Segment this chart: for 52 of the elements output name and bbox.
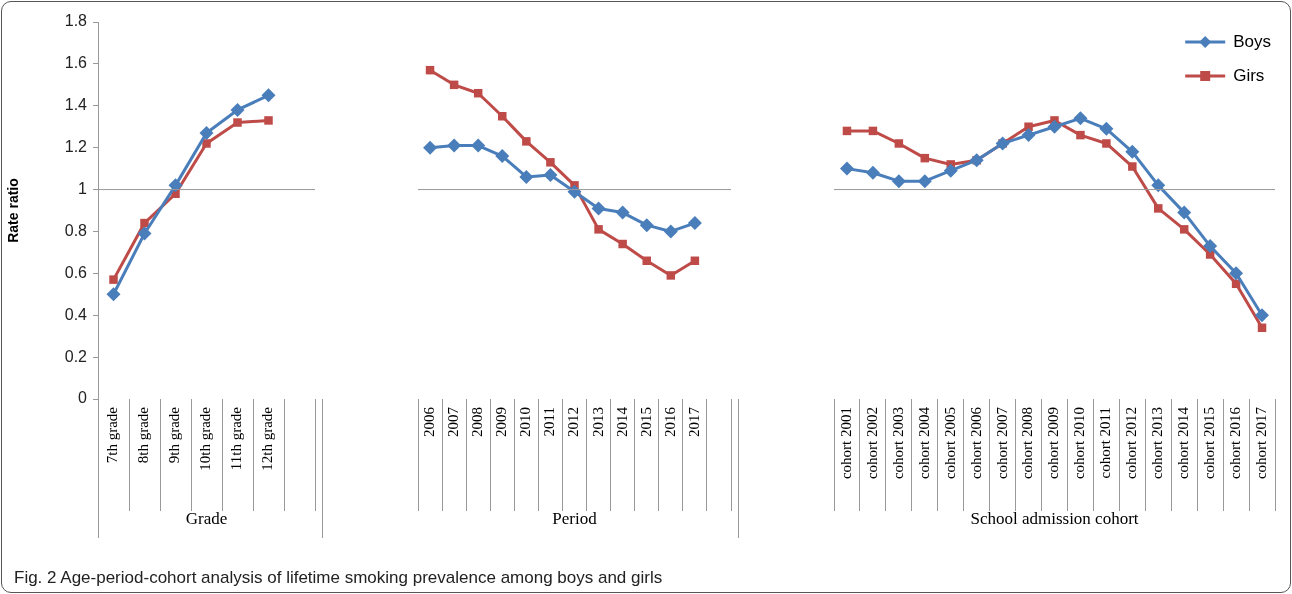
caption: Fig. 2 Age-period-cohort analysis of lifetime smoking prevalence among boys and girls (14, 568, 663, 588)
x-axis-title: Period (552, 509, 598, 529)
x-tick-label: 11th grade (228, 406, 245, 471)
x-tick-label: 7th grade (104, 406, 121, 464)
x-tick-label: 2012 (565, 407, 582, 437)
x-tick-label: 10th grade (197, 406, 214, 471)
y-tick-label: 1.2 (64, 138, 88, 156)
x-tick-label: cohort 2014 (1175, 406, 1192, 480)
x-tick-label: cohort 2006 (967, 406, 984, 480)
y-axis-title: Rate ratio (5, 178, 22, 243)
x-tick-label: cohort 2013 (1149, 407, 1166, 480)
x-tick-label: cohort 2005 (941, 407, 958, 480)
x-tick-label: cohort 2008 (1019, 407, 1036, 480)
x-tick-label: 2015 (637, 407, 654, 437)
x-tick-label: cohort 2017 (1252, 406, 1269, 480)
x-tick-label: cohort 2015 (1201, 407, 1218, 480)
y-tick-label: 1 (78, 179, 88, 197)
y-tick-label: 0.6 (64, 263, 88, 281)
x-tick-label: 2009 (493, 407, 510, 437)
y-tick-label: 0.8 (64, 221, 88, 239)
y-tick-label: 0.4 (64, 305, 88, 323)
x-tick-label: 2010 (517, 407, 534, 437)
x-tick-label: cohort 2001 (837, 407, 854, 480)
x-tick-label: 2017 (685, 406, 702, 437)
y-tick-label: 0.2 (64, 347, 88, 365)
x-axis-title: Grade (185, 509, 228, 529)
x-tick-label: 2013 (589, 407, 606, 437)
y-tick-label: 0 (78, 389, 88, 407)
legend-label: Girs (1233, 65, 1265, 85)
x-tick-label: 2006 (420, 406, 437, 437)
x-tick-label: cohort 2010 (1071, 407, 1088, 480)
x-tick-label: cohort 2003 (889, 407, 906, 480)
x-tick-label: cohort 2011 (1097, 407, 1114, 479)
legend-label: Boys (1233, 31, 1271, 51)
y-tick-label: 1.6 (64, 54, 88, 72)
x-axis-title: School admission cohort (970, 509, 1139, 529)
y-tick-label: 1.8 (64, 12, 88, 30)
x-tick-label: 2007 (445, 406, 462, 437)
x-tick-label: 2011 (541, 407, 558, 437)
x-tick-label: cohort 2004 (915, 406, 932, 480)
x-tick-label: cohort 2012 (1123, 407, 1140, 480)
x-tick-label: cohort 2009 (1045, 407, 1062, 480)
x-tick-label: 2016 (661, 406, 678, 437)
y-tick-label: 1.4 (64, 96, 88, 114)
x-tick-label: 12th grade (259, 406, 276, 471)
x-tick-label: 9th grade (166, 406, 183, 464)
x-tick-label: 2014 (613, 406, 630, 437)
x-tick-label: cohort 2002 (863, 407, 880, 480)
x-tick-label: cohort 2016 (1227, 406, 1244, 480)
x-tick-label: cohort 2007 (993, 406, 1010, 480)
x-tick-label: 8th grade (135, 406, 152, 464)
x-tick-label: 2008 (469, 407, 486, 437)
